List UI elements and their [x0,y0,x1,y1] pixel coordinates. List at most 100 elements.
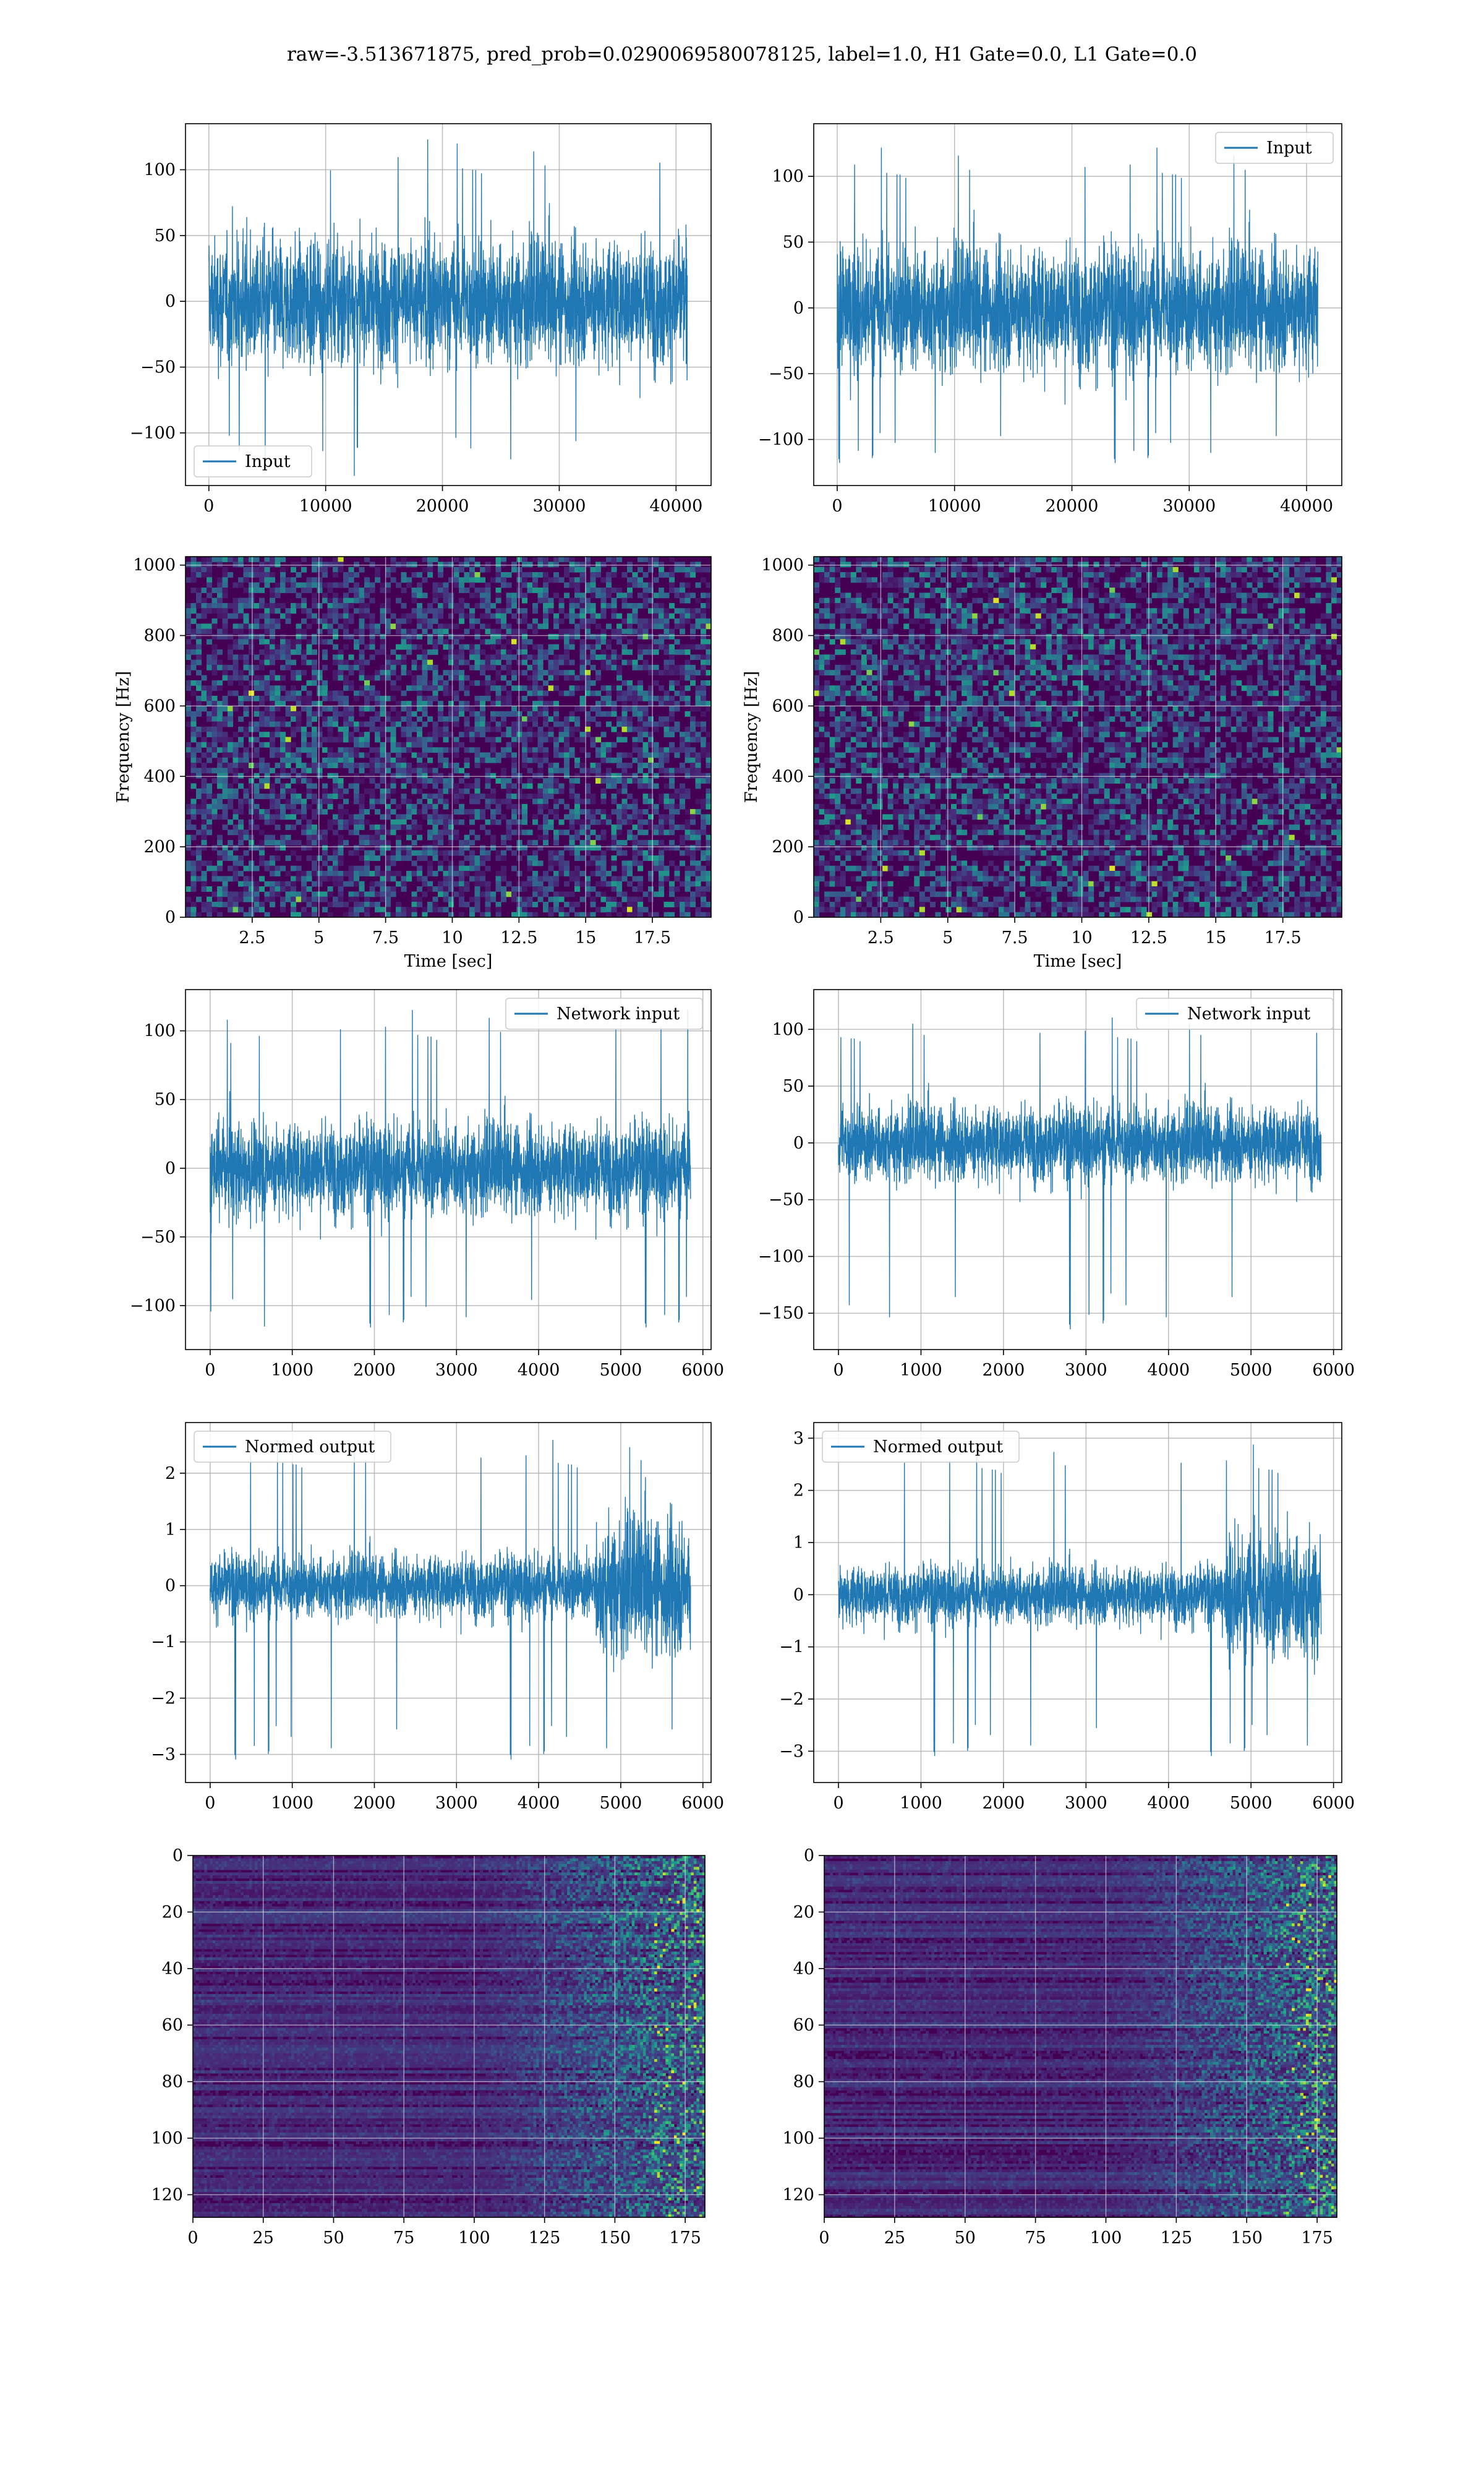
heatmap-cell [532,623,538,629]
heatmap-cell [223,789,228,794]
heatmap-cell [244,634,249,640]
heatmap-cell [627,603,633,609]
heatmap-cell [464,789,470,794]
heatmap-cell [685,614,691,619]
heatmap-cell [606,696,612,701]
heatmap-cell [196,773,202,779]
heatmap-cell [270,670,275,675]
heatmap-cell [191,588,197,593]
heatmap-cell [459,618,464,624]
heatmap-cell [412,753,417,758]
heatmap-cell [391,727,396,732]
heatmap-cell [696,623,701,629]
heatmap-cell [328,618,333,624]
heatmap-cell [191,608,197,614]
heatmap-cell [333,670,338,675]
heatmap-cell [380,588,386,593]
heatmap-cell [249,603,254,609]
heatmap-cell [191,798,197,804]
heatmap-cell [333,763,338,768]
heatmap-cell [595,623,601,629]
heatmap-cell [217,614,223,619]
heatmap-cell [249,696,254,701]
heatmap-cell [501,583,506,588]
heatmap-cell [690,758,696,763]
heatmap-cell [244,557,249,562]
heatmap-cell [669,614,675,619]
heatmap-cell [359,732,365,737]
heatmap-cell [354,629,359,635]
heatmap-cell [591,593,596,598]
heatmap-cell [659,572,664,578]
heatmap-cell [286,608,291,614]
heatmap-cell [270,593,275,598]
heatmap-cell [454,639,459,644]
heatmap-cell [244,685,249,691]
heatmap-cell [475,753,480,758]
heatmap-cell [186,722,191,727]
heatmap-cell [259,763,265,768]
heatmap-cell [191,711,197,717]
heatmap-cell [511,593,517,598]
heatmap-cell [464,706,470,712]
heatmap-cell [270,798,275,804]
heatmap-cell [443,763,449,768]
heatmap-cell [522,794,527,799]
heatmap-cell [622,706,628,712]
heatmap-cell [685,670,691,675]
heatmap-cell [412,634,417,640]
heatmap-cell [265,639,270,644]
heatmap-cell [333,634,338,640]
heatmap-cell [517,649,522,655]
heatmap-cell [685,618,691,624]
heatmap-cell [612,598,617,604]
heatmap-cell [690,623,696,629]
heatmap-cell [217,593,223,598]
heatmap-cell [548,603,554,609]
heatmap-cell [527,665,533,670]
heatmap-cell [548,794,554,799]
heatmap-cell [354,644,359,650]
heatmap-cell [401,768,407,774]
heatmap-cell [254,614,260,619]
heatmap-cell [301,629,307,635]
heatmap-cell [312,593,317,598]
heatmap-cell [343,577,349,583]
heatmap-cell [291,675,296,681]
heatmap-cell [664,794,670,799]
heatmap-cell [574,706,580,712]
heatmap-cell [595,562,601,567]
heatmap-cell [580,675,586,681]
heatmap-cell [259,649,265,655]
heatmap-cell [659,588,664,593]
heatmap-cell [506,623,512,629]
heatmap-cell [191,753,197,758]
heatmap-cell [612,562,617,567]
heatmap-cell [380,649,386,655]
heatmap-cell [422,660,428,666]
heatmap-cell [574,737,580,743]
heatmap-cell [301,634,307,640]
x-tick-label: 40000 [649,497,702,516]
heatmap-cell [385,603,391,609]
heatmap-cell [443,593,449,598]
heatmap-cell [196,794,202,799]
heatmap-cell [254,634,260,640]
heatmap-cell [690,763,696,768]
heatmap-cell [212,696,218,701]
heatmap-cell [401,588,407,593]
heatmap-cell [223,732,228,737]
heatmap-cell [275,675,281,681]
heatmap-cell [522,737,527,743]
heatmap-cell [480,711,485,717]
heatmap-cell [506,747,512,753]
heatmap-cell [238,773,244,779]
heatmap-cell [370,727,375,732]
heatmap-cell [228,711,233,717]
heatmap-cell [627,567,633,573]
heatmap-cell [217,778,223,784]
heatmap-cell [343,716,349,722]
heatmap-cell [370,696,375,701]
heatmap-cell [701,753,706,758]
heatmap-cell [343,747,349,753]
